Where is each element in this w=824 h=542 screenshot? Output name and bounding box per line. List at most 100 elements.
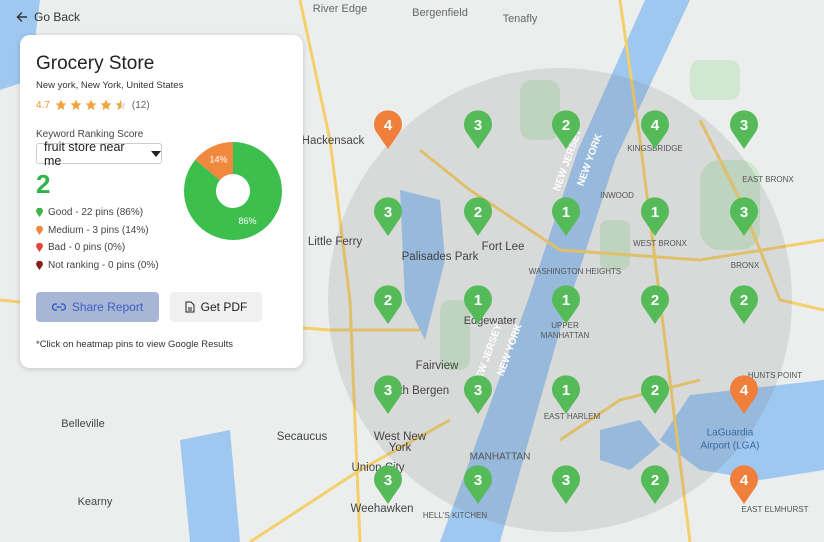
legend-pin-shape	[36, 225, 43, 235]
get-pdf-button[interactable]: Get PDF	[170, 292, 262, 322]
pin-shape	[552, 465, 580, 504]
heatmap-pin[interactable]: 1	[641, 197, 669, 236]
heatmap-pin[interactable]: 4	[641, 110, 669, 149]
heatmap-pin[interactable]: 2	[374, 285, 403, 324]
map-label: Fort Lee	[482, 241, 525, 253]
heatmap-pin[interactable]: 3	[464, 110, 492, 149]
heatmap-pin[interactable]: 3	[464, 375, 492, 414]
heatmap-pin[interactable]: 3	[374, 375, 403, 414]
legend-pin	[36, 261, 43, 271]
get-pdf-text: Get PDF	[200, 300, 248, 314]
rating-row: 4.7 (12)	[36, 99, 150, 111]
pin-number: 2	[651, 382, 659, 399]
pin-number: 1	[562, 382, 570, 399]
pin-number: 1	[562, 204, 570, 221]
legend-pin	[36, 225, 43, 235]
heatmap-pin[interactable]: 2	[641, 285, 669, 324]
pin-number: 3	[474, 472, 482, 489]
go-back[interactable]: Go Back	[16, 10, 80, 24]
pin-number: 2	[651, 472, 659, 489]
share-report-text: Share Report	[71, 300, 144, 314]
pin-shape	[730, 465, 758, 504]
heatmap-pin[interactable]: 3	[730, 197, 758, 236]
pin-shape	[374, 465, 402, 504]
heatmap-pin[interactable]: 4	[374, 110, 402, 149]
pin-number: 2	[740, 292, 748, 309]
heatmap-pin[interactable]: 2	[730, 285, 758, 324]
heatmap-pin[interactable]: 2	[641, 375, 669, 414]
heatmap-pin[interactable]: 1	[464, 285, 492, 324]
heatmap-pin[interactable]: 2	[464, 197, 492, 236]
map-label: Hackensack	[302, 135, 365, 147]
pin-number: 1	[562, 292, 570, 309]
pin-shape	[374, 285, 403, 324]
legend-pin	[36, 243, 43, 253]
pin-number: 4	[740, 382, 749, 399]
map-label: Bergenfield	[412, 7, 468, 19]
map-label: UPPER	[551, 321, 579, 330]
map-label: WEST BRONX	[633, 239, 687, 248]
pin-number: 4	[384, 117, 393, 134]
heatmap-pin[interactable]: 2	[641, 465, 669, 504]
legend-item: Not ranking - 0 pins (0%)	[36, 257, 159, 275]
pin-shape	[730, 197, 758, 236]
map-label: HUNTS POINT	[748, 371, 802, 380]
map-label: BRONX	[731, 261, 760, 270]
heatmap-pin[interactable]: 3	[464, 465, 492, 504]
heatmap-pin[interactable]: 3	[730, 110, 758, 149]
keyword-dropdown[interactable]: fruit store near me	[36, 140, 162, 168]
heatmap-pin[interactable]: 4	[730, 375, 758, 414]
map-label: River Edge	[313, 3, 367, 15]
pin-number: 3	[474, 117, 482, 134]
heatmap-pin[interactable]: 3	[374, 197, 402, 236]
go-back-text: Go Back	[34, 10, 81, 24]
map-label: EAST ELMHURST	[742, 505, 809, 514]
pin-shape	[552, 197, 580, 236]
pin-shape	[552, 375, 580, 414]
pin-number: 3	[740, 117, 748, 134]
map-label: Belleville	[61, 418, 104, 430]
map-label: MANHATTAN	[470, 452, 531, 463]
map-label: EAST BRONX	[742, 175, 794, 184]
map-label: HELL'S KITCHEN	[423, 511, 487, 520]
pin-number: 2	[474, 204, 482, 221]
pin-number: 3	[384, 204, 392, 221]
pin-shape	[552, 110, 580, 149]
note: *Click on heatmap pins to view Google Re…	[36, 339, 233, 350]
heatmap-pin[interactable]: 1	[552, 375, 580, 414]
link-icon	[51, 303, 66, 311]
donut-label: 86%	[238, 216, 256, 226]
legend-text: Medium - 3 pins (14%)	[48, 224, 149, 236]
donut-label: 14%	[210, 155, 228, 165]
info-card: Grocery Store New york, New York, United…	[20, 35, 303, 368]
pin-number: 3	[740, 204, 748, 221]
pin-shape	[374, 375, 403, 414]
donut-segment	[195, 142, 233, 181]
heatmap-pin[interactable]: 2	[552, 110, 580, 149]
pin-number: 3	[384, 472, 392, 489]
pin-shape	[464, 285, 492, 324]
pin-shape	[641, 465, 669, 504]
heatmap-pin[interactable]: 4	[730, 465, 758, 504]
pdf-icon	[185, 301, 195, 313]
rating: 4.7	[36, 99, 50, 111]
pin-shape	[464, 110, 492, 149]
pin-number: 4	[740, 472, 749, 489]
pin-shape	[641, 285, 669, 324]
map-label: York	[389, 442, 412, 454]
caret	[151, 150, 161, 157]
map-label: Edgewater	[464, 315, 517, 327]
heatmap-pin[interactable]: 3	[552, 465, 580, 504]
heatmap-pin[interactable]: 1	[552, 197, 580, 236]
pin-shape	[641, 110, 669, 149]
back-arrow	[16, 12, 27, 22]
keyword-label: Keyword Ranking Score	[36, 129, 144, 140]
legend-pin	[36, 208, 43, 218]
heatmap-pin[interactable]: 1	[552, 285, 580, 324]
score: 2	[36, 169, 51, 199]
share-report-button[interactable]: Share Report	[36, 292, 159, 322]
heatmap-pin[interactable]: 3	[374, 465, 402, 504]
map-label: Tenafly	[503, 13, 538, 25]
